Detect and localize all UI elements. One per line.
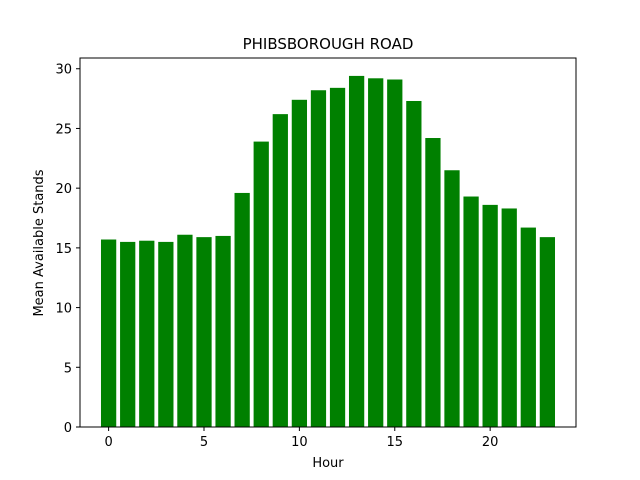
y-tick-label: 5 [64,361,72,376]
y-tick-label: 10 [55,302,72,317]
bar-hour-10 [291,99,308,428]
bar-hour-19 [463,196,479,427]
y-tick-label: 30 [55,63,72,78]
y-tick-label: 0 [64,421,72,436]
bar-hour-21 [501,208,517,427]
bar-hour-14 [368,78,384,428]
x-tick-label: 10 [291,435,308,450]
bar-hour-15 [387,79,403,427]
y-axis-ticks: 0 5 10 15 20 25 30 [55,63,80,436]
bar-hour-7 [234,192,250,427]
y-axis-label: Mean Available Stands [32,169,47,316]
x-axis-label: Hour [312,456,344,471]
y-tick-label: 25 [55,122,72,137]
x-tick-label: 5 [200,435,208,450]
chart-title: PHIBSBOROUGH ROAD [243,35,414,53]
bar-hour-22 [520,227,536,427]
bar-hour-4 [177,234,193,427]
bar-hour-16 [406,100,422,428]
x-tick-label: 0 [104,435,112,450]
bar-hour-2 [139,240,155,427]
y-tick-label: 15 [55,242,72,257]
bar-hour-1 [120,241,136,427]
bar-hour-3 [158,241,174,427]
bar-hour-18 [444,170,460,427]
bar-hour-8 [253,141,269,427]
plot-frame [79,57,577,428]
x-axis-ticks: 0 5 10 15 20 [104,427,498,450]
bar-hour-23 [539,237,556,427]
x-tick-label: 15 [386,435,403,450]
bar-hour-6 [215,235,231,427]
x-tick-label: 20 [482,435,499,450]
bar-hour-17 [425,138,441,427]
bar-hour-20 [482,204,498,427]
bar-hour-11 [310,90,327,428]
bar-hour-12 [329,87,346,427]
y-tick-label: 20 [55,182,72,197]
bar-hour-13 [348,75,365,427]
bar-hour-9 [272,114,288,427]
bar-hour-5 [196,237,212,427]
bar-hour-0 [100,239,117,427]
bars-group [100,75,556,428]
